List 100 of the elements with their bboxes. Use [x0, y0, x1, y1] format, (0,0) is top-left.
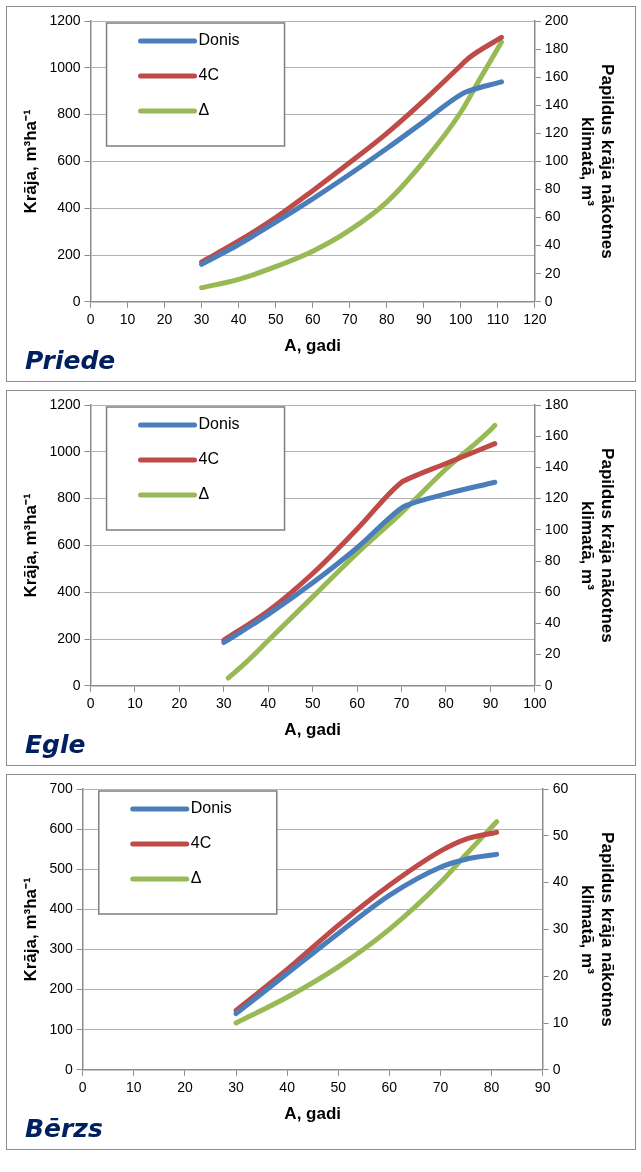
y2-tick-label: 100 [544, 152, 569, 169]
x-tick-label: 60 [349, 695, 366, 712]
y2-tick-label: 140 [544, 96, 569, 113]
x-tick-label: 20 [156, 311, 173, 328]
x-axis-title: A, gadi [284, 1104, 342, 1124]
y-tick-label: 0 [64, 1060, 73, 1077]
y2-tick-label: 180 [544, 395, 569, 412]
y2-tick-label: 40 [544, 614, 561, 631]
y2-tick-label: 20 [544, 264, 561, 281]
x-tick-label: 90 [415, 311, 432, 328]
y2-tick-label: 80 [544, 551, 561, 568]
legend-label: Δ [198, 101, 210, 119]
y-tick-label: 1000 [49, 58, 81, 75]
x-tick-label: 80 [438, 695, 454, 712]
x-axis-title: A, gadi [284, 336, 342, 356]
x-tick-label: 20 [177, 1079, 193, 1096]
legend-label: 4C [198, 450, 219, 468]
x-tick-label: 50 [267, 311, 284, 328]
y-tick-label: 400 [49, 900, 73, 917]
y-tick-label: 300 [49, 940, 73, 957]
x-tick-label: 40 [260, 695, 277, 712]
y2-tick-label: 200 [544, 11, 569, 28]
x-tick-label: 50 [330, 1079, 347, 1096]
y-tick-label: 1000 [49, 442, 81, 459]
y2-tick-label: 140 [544, 458, 569, 475]
y-tick-label: 600 [49, 819, 73, 836]
y2-tick-label: 40 [544, 236, 561, 253]
legend-label: Δ [198, 485, 210, 503]
y-axis-title: Krāja, m³ha⁻¹ [20, 108, 40, 214]
y2-tick-label: 0 [544, 676, 553, 693]
y2-tick-label: 0 [544, 292, 553, 309]
y2-axis-title: Papildus krāja nākotnes klimatā, m³ [577, 448, 618, 643]
x-tick-label: 100 [523, 695, 547, 712]
y-tick-label: 200 [57, 245, 81, 262]
x-tick-label: 80 [378, 311, 395, 328]
legend-label: 4C [190, 834, 212, 852]
y-tick-label: 1200 [49, 11, 81, 28]
x-tick-label: 10 [126, 1079, 142, 1096]
y2-tick-label: 120 [544, 124, 569, 141]
y2-tick-label: 60 [544, 583, 561, 600]
y2-tick-label: 100 [544, 520, 569, 537]
y2-tick-label: 120 [544, 489, 569, 506]
x-tick-label: 110 [486, 311, 510, 328]
y2-tick-label: 80 [544, 180, 561, 197]
y-axis-title: Krāja, m³ha⁻¹ [20, 492, 40, 598]
y-tick-label: 200 [49, 980, 73, 997]
y2-tick-label: 0 [552, 1060, 561, 1077]
y-tick-label: 0 [72, 676, 81, 693]
y2-tick-label: 60 [552, 779, 569, 796]
x-tick-label: 60 [304, 311, 321, 328]
text: Priede [25, 346, 116, 375]
y-tick-label: 500 [49, 860, 73, 877]
legend-label: Δ [190, 869, 202, 887]
x-axis-title: A, gadi [284, 720, 342, 740]
x-tick-label: 0 [86, 311, 95, 328]
x-tick-label: 40 [230, 311, 247, 328]
y2-axis-title: Papildus krāja nākotnes klimatā, m³ [577, 832, 618, 1027]
y-tick-label: 200 [57, 629, 81, 646]
y-tick-label: 400 [57, 583, 81, 600]
x-tick-label: 0 [86, 695, 95, 712]
x-tick-label: 60 [381, 1079, 398, 1096]
x-tick-label: 10 [127, 695, 143, 712]
y-tick-label: 1200 [49, 395, 81, 412]
y-tick-label: 800 [57, 105, 81, 122]
x-tick-label: 90 [534, 1079, 551, 1096]
y-tick-label: 600 [57, 152, 81, 169]
legend-label: Donis [198, 415, 240, 433]
y-axis-title: Krāja, m³ha⁻¹ [20, 876, 40, 982]
y2-axis-title: Papildus krāja nākotnes klimatā, m³ [577, 64, 618, 259]
x-tick-label: 70 [432, 1079, 449, 1096]
x-tick-label: 30 [228, 1079, 245, 1096]
x-tick-label: 40 [279, 1079, 296, 1096]
x-tick-label: 10 [119, 311, 136, 328]
y2-tick-label: 20 [552, 967, 569, 984]
x-tick-label: 90 [482, 695, 499, 712]
y-tick-label: 800 [57, 489, 81, 506]
y2-tick-label: 160 [544, 68, 569, 85]
x-tick-label: 30 [193, 311, 210, 328]
legend-label: Donis [198, 31, 240, 49]
y-tick-label: 400 [57, 199, 81, 216]
x-tick-label: 80 [483, 1079, 500, 1096]
legend-label: 4C [198, 66, 219, 84]
text: Egle [25, 730, 86, 759]
x-tick-label: 50 [304, 695, 321, 712]
x-tick-label: 70 [341, 311, 358, 328]
y2-tick-label: 20 [544, 645, 561, 662]
text: Bērzs [25, 1114, 103, 1143]
legend-label: Donis [190, 799, 232, 817]
y2-tick-label: 180 [544, 39, 569, 56]
y-tick-label: 600 [57, 536, 81, 553]
y-tick-label: 100 [49, 1020, 73, 1037]
x-tick-label: 30 [216, 695, 232, 712]
x-tick-label: 120 [523, 311, 547, 328]
y-tick-label: 700 [49, 779, 73, 796]
x-tick-label: 20 [171, 695, 188, 712]
x-tick-label: 100 [449, 311, 473, 328]
y2-tick-label: 160 [544, 427, 569, 444]
y2-tick-label: 50 [552, 826, 569, 843]
x-tick-label: 70 [393, 695, 410, 712]
y-tick-label: 0 [72, 292, 81, 309]
